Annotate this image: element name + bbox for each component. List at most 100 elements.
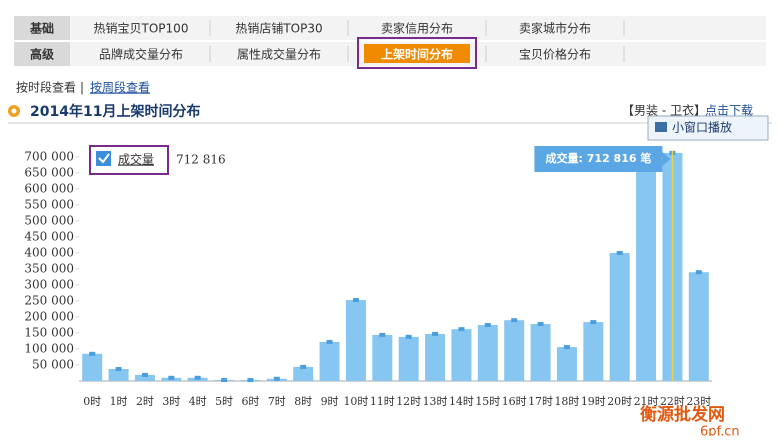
- x-tick-label: 14时: [449, 395, 474, 408]
- tooltip-arrow: [662, 152, 671, 166]
- view-link[interactable]: 按周段查看: [90, 80, 150, 95]
- tab-active-bg: [364, 44, 470, 63]
- bar-cap: [563, 345, 570, 350]
- bar: [134, 374, 155, 381]
- bar-cap: [141, 372, 148, 377]
- x-tick-label: 18时: [554, 395, 579, 408]
- x-tick-label: 0时: [83, 395, 101, 408]
- nav-tab[interactable]: 卖家信用分布: [381, 21, 453, 36]
- bar-cap: [405, 334, 412, 339]
- tab-outline: [357, 37, 477, 69]
- bar-cap: [221, 378, 228, 383]
- watermark-url: 6pf.cn: [700, 425, 740, 437]
- x-tick-label: 11时: [370, 395, 395, 408]
- bar: [477, 325, 498, 381]
- popup-button[interactable]: [647, 115, 769, 141]
- bar: [504, 320, 525, 381]
- bar: [319, 341, 340, 381]
- bar-cap: [89, 351, 96, 356]
- nav-row-bg: [14, 16, 766, 40]
- bar: [108, 369, 129, 381]
- bar: [293, 366, 314, 381]
- x-tick-label: 8时: [294, 395, 312, 408]
- x-tick-label: 16时: [502, 395, 527, 408]
- bar-cap: [168, 375, 175, 380]
- bar-cap: [273, 376, 280, 381]
- separator: |: [80, 81, 84, 95]
- y-tick-label: 50 000: [32, 358, 74, 372]
- bar: [425, 333, 446, 381]
- x-tick-label: 19时: [581, 395, 606, 408]
- nav-tab[interactable]: 上架时间分布: [381, 47, 453, 62]
- popup-icon: [655, 122, 667, 132]
- x-tick-label: 21时: [634, 395, 659, 408]
- x-tick-label: 4时: [189, 395, 207, 408]
- y-tick-label: 450 000: [24, 230, 74, 244]
- legend-total: 712 816: [176, 153, 226, 167]
- popup-label[interactable]: 小窗口播放: [672, 120, 732, 135]
- y-tick-label: 250 000: [24, 294, 74, 308]
- bar: [82, 353, 103, 381]
- bar-cap: [379, 332, 386, 337]
- bar-cap: [537, 322, 544, 327]
- x-tick-label: 15时: [475, 395, 500, 408]
- watermark: 衡源批发网: [640, 404, 725, 425]
- bar-cap: [115, 367, 122, 371]
- nav-tab[interactable]: 品牌成交量分布: [99, 47, 183, 62]
- bar-cap: [247, 378, 254, 383]
- bar: [556, 347, 577, 381]
- download-link[interactable]: 点击下载: [705, 104, 753, 118]
- check-mark: [98, 153, 110, 164]
- legend-label[interactable]: 成交量: [118, 152, 154, 167]
- nav-tab[interactable]: 热销店铺TOP30: [235, 22, 322, 36]
- x-tick-label: 3时: [162, 395, 180, 408]
- nav-tab[interactable]: 属性成交量分布: [237, 47, 321, 62]
- y-tick-label: 550 000: [24, 198, 74, 212]
- y-tick-label: 600 000: [24, 182, 74, 196]
- bar-cap: [300, 364, 307, 369]
- x-tick-label: 12时: [396, 395, 421, 408]
- x-tick-label: 2时: [136, 395, 154, 408]
- title-icon: [11, 108, 17, 114]
- bar-cap: [194, 375, 201, 380]
- bar-cap: [432, 331, 439, 336]
- x-tick-label: 23时: [686, 395, 711, 408]
- x-tick-label: 9时: [321, 395, 339, 408]
- x-tick-label: 13时: [423, 395, 448, 408]
- x-tick-label: 10时: [343, 395, 368, 408]
- bar: [583, 322, 604, 381]
- view-link[interactable]: 按时段查看: [16, 80, 76, 95]
- tooltip-bg: [534, 146, 663, 172]
- nav-tab[interactable]: 热销宝贝TOP100: [94, 22, 189, 36]
- y-tick-label: 400 000: [24, 246, 74, 260]
- chart-title: 2014年11月上架时间分布: [30, 103, 200, 120]
- nav-label-bg: [14, 16, 70, 40]
- y-tick-label: 650 000: [24, 166, 74, 180]
- bar: [530, 324, 551, 381]
- bar-cap: [511, 318, 518, 323]
- bar-cap: [616, 251, 623, 255]
- y-tick-label: 350 000: [24, 262, 74, 276]
- x-tick-label: 7时: [268, 395, 286, 408]
- y-tick-label: 150 000: [24, 326, 74, 340]
- nav-tab[interactable]: 宝贝价格分布: [519, 47, 591, 62]
- nav-row-label: 基础: [29, 21, 54, 36]
- legend-checkbox[interactable]: [96, 151, 111, 166]
- bar: [345, 300, 366, 381]
- bar: [636, 160, 657, 381]
- x-tick-label: 1时: [110, 395, 128, 408]
- y-tick-label: 300 000: [24, 278, 74, 292]
- nav-tab[interactable]: 卖家城市分布: [519, 21, 591, 36]
- bar-cap: [484, 323, 491, 327]
- x-tick-label: 17时: [528, 395, 553, 408]
- y-tick-label: 700 000: [24, 150, 74, 164]
- bar-cap: [458, 327, 465, 332]
- nav-row-label: 高级: [30, 47, 54, 62]
- bar-cap: [326, 339, 333, 344]
- bar: [372, 334, 393, 381]
- bar-cap: [590, 320, 597, 325]
- y-tick-label: 500 000: [24, 214, 74, 228]
- bar-cap: [352, 298, 359, 303]
- bar: [609, 253, 630, 381]
